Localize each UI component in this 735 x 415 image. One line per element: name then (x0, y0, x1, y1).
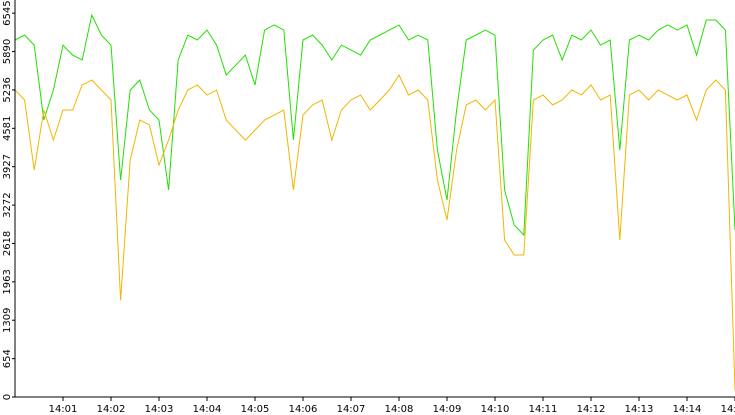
y-tick-label: 1309 (2, 308, 13, 333)
y-tick-label: 5236 (2, 77, 13, 102)
x-tick-label: 14:05 (241, 404, 270, 415)
y-tick-label: 3272 (2, 192, 13, 217)
x-tick-label: 14:08 (385, 404, 414, 415)
y-tick-label: 1963 (2, 269, 13, 294)
x-tick-label: 14:02 (97, 404, 126, 415)
x-tick-label: 14:07 (337, 404, 366, 415)
x-tick-label: 14:09 (433, 404, 462, 415)
data-line (14, 73, 735, 391)
y-tick-label: 2618 (2, 231, 13, 256)
y-tick-label: 4581 (2, 116, 13, 141)
x-tick-label: 14:03 (145, 404, 174, 415)
y-tick-label: 6545 (2, 0, 13, 25)
data-line (14, 13, 735, 237)
x-tick-label: 14:13 (625, 404, 654, 415)
y-tick-label: 3927 (2, 154, 13, 179)
x-tick-label: 14:10 (481, 404, 510, 415)
x-tick-label: 14:11 (529, 404, 558, 415)
y-tick-label: 654 (2, 349, 13, 368)
x-tick-label: 14:12 (577, 404, 606, 415)
x-tick-label: 14:06 (289, 404, 318, 415)
y-tick-label: 5890 (2, 39, 13, 64)
x-tick-label: 14:04 (193, 404, 222, 415)
y-tick-label: 0 (2, 394, 13, 400)
x-tick-label: 14:14 (673, 404, 702, 415)
x-tick-label: 14:01 (49, 404, 78, 415)
x-tick-label: 14:15 (721, 404, 735, 415)
